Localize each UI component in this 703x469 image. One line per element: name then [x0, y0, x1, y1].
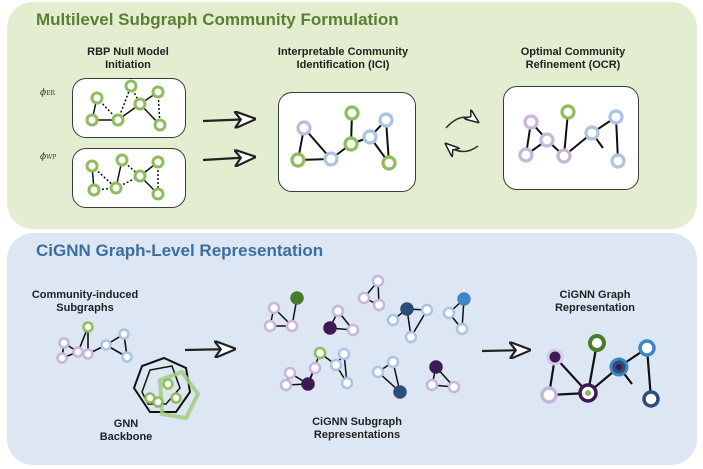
null-model-wp-box — [72, 148, 186, 208]
refine-arrow-top — [445, 117, 478, 129]
phi-wp-label: ϕWP — [40, 152, 56, 162]
arrow-subgraphs-to-representations — [184, 349, 234, 350]
backbone-label-line-2: Backbone — [99, 431, 153, 443]
ocr-label-line-1: Optimal Community — [520, 46, 626, 58]
subgraphs-label-line-1: Community-induced — [31, 289, 139, 301]
subgraph-repr-line-1: CiGNN Subgraph — [312, 416, 402, 428]
backbone-label-line-1: GNN — [113, 418, 139, 430]
ocr-label-line-2: Refinement (OCR) — [525, 59, 621, 71]
phi-wp-subscript: WP — [46, 154, 57, 161]
subgraph-representations-nodes — [263, 274, 471, 399]
refine-arrow-bottom — [446, 144, 479, 152]
phi-er-symbol: ϕ — [40, 88, 47, 98]
phi-wp-symbol: ϕ — [40, 152, 47, 162]
gnn-backbone-label: GNN Backbone — [96, 418, 156, 444]
arrow-representations-to-graph — [481, 350, 529, 351]
er-nodes — [85, 79, 167, 132]
phi-er-subscript: ER — [46, 90, 56, 97]
ici-label: Interpretable Community Identification (… — [258, 46, 428, 72]
ici-label-line-2: Identification (ICI) — [296, 59, 390, 71]
wp-nodes — [85, 153, 165, 201]
rbp-null-model-label: RBP Null Model Initiation — [58, 46, 198, 72]
graph-representation-panel — [7, 233, 697, 465]
ocr-label: Optimal Community Refinement (OCR) — [488, 46, 658, 72]
graph-representation-label: CiGNN Graph Representation — [540, 289, 650, 315]
rbp-label-line-1: RBP Null Model — [87, 46, 169, 58]
community-formulation-title: Multilevel Subgraph Community Formulatio… — [36, 10, 399, 29]
rbp-label-line-2: Initiation — [105, 59, 151, 71]
er-null-model-graph — [91, 85, 161, 126]
phi-er-label: ϕER — [40, 88, 55, 98]
ocr-graph-nodes — [518, 104, 626, 169]
arrow-wp-to-ici — [202, 157, 254, 160]
graph-repr-line-1: CiGNN Graph — [559, 289, 631, 301]
graph-repr-line-2: Representation — [554, 302, 636, 314]
ocr-graph-edges — [525, 111, 619, 162]
community-subgraphs-nodes — [56, 321, 133, 364]
gnn-backbone-icon — [132, 356, 201, 421]
community-subgraphs-label: Community-induced Subgraphs — [20, 289, 150, 315]
graph-representation-nodes — [540, 334, 660, 408]
ici-label-line-1: Interpretable Community — [277, 46, 409, 58]
graph-representation-title: CiGNN Graph-Level Representation — [36, 241, 324, 260]
subgraphs-label-line-2: Subgraphs — [56, 302, 114, 314]
community-subgraphs-edges — [61, 326, 128, 359]
subgraph-representations-label: CiGNN Subgraph Representations — [292, 416, 422, 442]
subgraph-repr-line-2: Representations — [313, 429, 401, 441]
arrow-er-to-ici — [202, 119, 254, 121]
ici-graph-nodes — [290, 105, 397, 171]
